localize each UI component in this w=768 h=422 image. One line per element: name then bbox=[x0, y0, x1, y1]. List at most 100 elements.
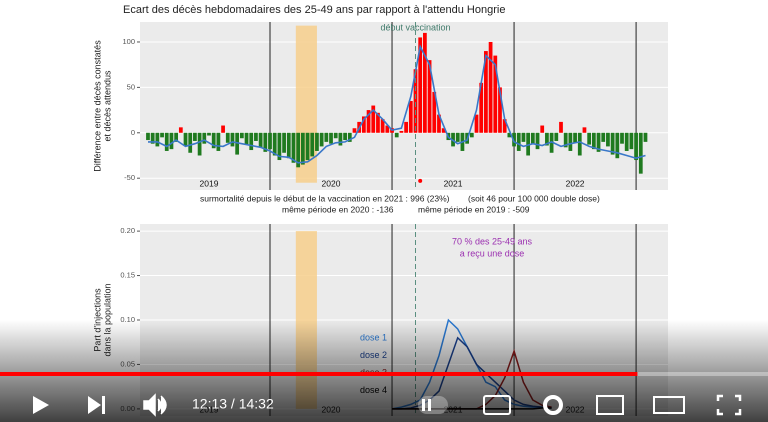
bar bbox=[188, 132, 193, 153]
fullscreen-button[interactable] bbox=[716, 394, 742, 416]
bar bbox=[366, 110, 371, 133]
bar bbox=[216, 132, 221, 151]
bar bbox=[441, 128, 446, 133]
bar bbox=[437, 114, 441, 133]
plot-panel bbox=[140, 22, 668, 190]
x-tick-label: 2020 bbox=[322, 178, 341, 188]
bar bbox=[268, 132, 272, 150]
bar bbox=[423, 32, 427, 133]
miniplayer-button[interactable] bbox=[596, 395, 624, 415]
trend-line bbox=[148, 44, 646, 164]
bar bbox=[197, 132, 202, 156]
bar bbox=[493, 55, 498, 133]
bar bbox=[535, 132, 540, 150]
bar bbox=[338, 132, 343, 146]
time-display: 12:13 / 14:32 bbox=[192, 396, 274, 412]
bar bbox=[394, 132, 399, 138]
theater-button[interactable] bbox=[653, 396, 685, 414]
subtitles-button[interactable] bbox=[483, 395, 511, 415]
bar bbox=[333, 132, 338, 139]
x-tick-label: 2019 bbox=[200, 178, 219, 188]
bar bbox=[469, 132, 474, 138]
bar bbox=[408, 101, 413, 133]
bar bbox=[455, 132, 460, 142]
y-tick-label: 0.10 bbox=[120, 315, 135, 324]
bar bbox=[324, 132, 329, 142]
y-tick-label: 0 bbox=[131, 128, 135, 137]
next-button[interactable] bbox=[88, 396, 105, 414]
y-tick-label: 0.20 bbox=[120, 226, 135, 235]
bar bbox=[399, 130, 404, 133]
bar bbox=[554, 132, 559, 141]
bar bbox=[235, 132, 240, 155]
y-tick-label: -50 bbox=[124, 173, 135, 182]
volume-button[interactable] bbox=[143, 393, 167, 417]
bar bbox=[343, 132, 347, 141]
player-controls: 12:13 / 14:32 bbox=[0, 320, 768, 422]
bar bbox=[225, 132, 230, 143]
bar bbox=[258, 132, 263, 148]
y-tick-label: 0.15 bbox=[120, 271, 135, 280]
bar bbox=[563, 132, 568, 148]
bar bbox=[577, 132, 582, 156]
bar bbox=[146, 132, 150, 141]
x-tick-label: 2021 bbox=[444, 178, 463, 188]
bar bbox=[150, 132, 155, 144]
bar bbox=[347, 132, 352, 142]
bar bbox=[545, 132, 549, 146]
bar bbox=[582, 127, 587, 133]
bar bbox=[371, 105, 376, 133]
bar bbox=[413, 69, 418, 133]
bar bbox=[606, 132, 610, 147]
note: (soit 46 pour 100 000 double dose) bbox=[468, 193, 600, 203]
autoplay-icon bbox=[422, 399, 425, 411]
bar bbox=[305, 132, 310, 161]
bar bbox=[507, 132, 512, 138]
bar bbox=[540, 125, 545, 133]
bar bbox=[169, 132, 174, 150]
bar bbox=[615, 132, 620, 159]
bar bbox=[164, 132, 169, 151]
bar bbox=[516, 132, 521, 151]
settings-button[interactable] bbox=[543, 395, 563, 415]
bar bbox=[601, 132, 606, 142]
bar bbox=[643, 132, 648, 142]
bar bbox=[376, 112, 380, 133]
bar bbox=[160, 132, 164, 138]
bar bbox=[385, 125, 390, 133]
bar bbox=[282, 132, 286, 153]
autoplay-toggle[interactable] bbox=[418, 396, 448, 414]
bar bbox=[427, 60, 432, 133]
bar bbox=[263, 132, 268, 152]
bar bbox=[174, 132, 179, 142]
bar bbox=[310, 132, 315, 157]
play-button[interactable] bbox=[33, 396, 49, 414]
x-tick-label: 2022 bbox=[566, 178, 585, 188]
bar bbox=[193, 132, 197, 141]
bar bbox=[211, 132, 216, 149]
bar bbox=[380, 119, 385, 133]
marker bbox=[418, 178, 423, 183]
bar bbox=[249, 132, 254, 151]
y-tick-label: 50 bbox=[127, 82, 135, 91]
bar bbox=[568, 132, 573, 151]
bar bbox=[329, 132, 333, 144]
bar bbox=[610, 132, 615, 155]
bar bbox=[352, 128, 357, 133]
bar bbox=[202, 132, 207, 144]
chart-title: Ecart des décès hebdomadaires des 25-49 … bbox=[123, 4, 505, 16]
bar bbox=[277, 132, 282, 161]
bar bbox=[530, 132, 535, 144]
bar bbox=[502, 119, 507, 133]
bar bbox=[296, 132, 301, 168]
annotation: 70 % des 25-49 ans bbox=[452, 236, 533, 246]
controls-shade bbox=[0, 320, 768, 422]
y-axis-label: Part d'injections bbox=[92, 288, 102, 352]
annotation: a reçu une dose bbox=[460, 248, 525, 258]
vaccination-label: début vaccination bbox=[380, 22, 450, 32]
y-axis-label: Différence entre décès constatés bbox=[92, 40, 102, 172]
bar bbox=[474, 114, 479, 133]
bar bbox=[634, 132, 638, 161]
bar bbox=[178, 127, 183, 133]
